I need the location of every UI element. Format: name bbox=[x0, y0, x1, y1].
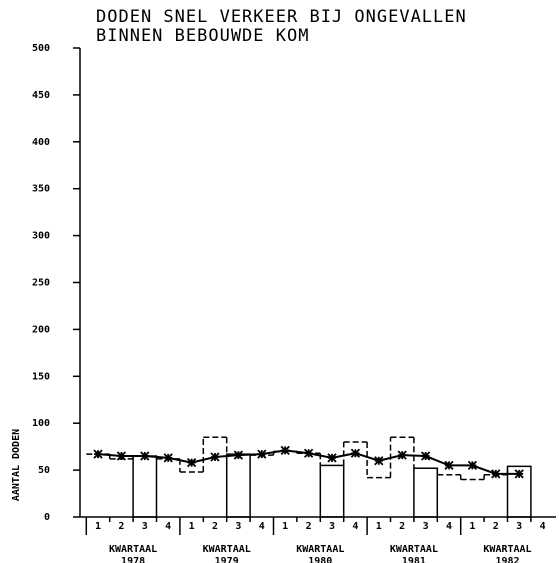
trend-marker bbox=[350, 448, 361, 458]
x-tick-label: 3 bbox=[516, 521, 522, 532]
group-year: 1982 bbox=[495, 556, 519, 563]
x-tick-label: 2 bbox=[399, 521, 405, 532]
trend-marker bbox=[467, 460, 478, 471]
quarter-bar bbox=[413, 467, 439, 518]
group-label: KWARTAAL bbox=[109, 544, 157, 555]
group-year: 1978 bbox=[121, 556, 145, 563]
x-tick-label: 3 bbox=[423, 521, 429, 532]
x-tick-label: 2 bbox=[306, 521, 312, 532]
trend-marker bbox=[280, 445, 290, 456]
group-year: 1981 bbox=[402, 556, 426, 563]
x-tick-label: 4 bbox=[352, 521, 358, 532]
y-tick-label: 150 bbox=[32, 371, 50, 382]
trend-marker bbox=[210, 452, 220, 462]
x-tick-label: 4 bbox=[540, 521, 546, 532]
y-tick-label: 0 bbox=[44, 512, 50, 523]
x-tick-label: 3 bbox=[329, 521, 335, 532]
x-tick-label: 1 bbox=[95, 521, 101, 532]
trend-marker bbox=[374, 456, 384, 466]
trend-marker bbox=[303, 448, 314, 458]
y-tick-label: 500 bbox=[32, 43, 50, 54]
trend-marker bbox=[420, 451, 431, 461]
x-tick-label: 2 bbox=[212, 521, 218, 532]
y-tick-label: 100 bbox=[32, 418, 50, 429]
chart-title: BINNEN BEBOUWDE KOM bbox=[96, 26, 309, 46]
trend-marker bbox=[327, 453, 337, 463]
quarter-bar bbox=[506, 465, 532, 518]
trend-marker bbox=[397, 450, 407, 460]
x-tick-label: 2 bbox=[118, 521, 124, 532]
group-label: KWARTAAL bbox=[390, 544, 438, 555]
y-tick-label: 50 bbox=[38, 465, 50, 476]
quarter-bar bbox=[319, 464, 345, 518]
trend-marker bbox=[140, 451, 150, 461]
trend-marker bbox=[233, 450, 244, 460]
trend-marker bbox=[514, 469, 524, 479]
group-label: KWARTAAL bbox=[203, 544, 251, 555]
trend-marker bbox=[444, 460, 454, 471]
trend-marker bbox=[163, 453, 173, 463]
y-tick-label: 450 bbox=[32, 90, 50, 101]
quarter-bar bbox=[132, 455, 158, 518]
trend-marker bbox=[491, 469, 501, 479]
y-axis-label: AANTAL DODEN bbox=[11, 429, 22, 501]
chart-title: DODEN SNEL VERKEER BIJ ONGEVALLEN bbox=[96, 7, 467, 27]
y-tick-label: 350 bbox=[32, 184, 50, 195]
trend-marker bbox=[257, 449, 267, 459]
x-tick-label: 1 bbox=[376, 521, 382, 532]
y-tick-label: 400 bbox=[32, 137, 50, 148]
y-tick-label: 300 bbox=[32, 231, 50, 242]
x-tick-label: 1 bbox=[189, 521, 195, 532]
trend-marker bbox=[93, 449, 103, 459]
x-tick-label: 1 bbox=[469, 521, 475, 532]
group-year: 1979 bbox=[215, 556, 239, 563]
x-tick-label: 4 bbox=[165, 521, 171, 532]
x-tick-label: 4 bbox=[446, 521, 452, 532]
quarter-bar bbox=[225, 453, 251, 518]
x-tick-label: 4 bbox=[259, 521, 265, 532]
y-tick-label: 250 bbox=[32, 278, 50, 289]
group-label: KWARTAAL bbox=[483, 544, 531, 555]
trend-marker bbox=[186, 457, 197, 468]
trend-marker bbox=[116, 451, 127, 461]
x-tick-label: 3 bbox=[235, 521, 241, 532]
x-tick-label: 1 bbox=[282, 521, 288, 532]
group-label: KWARTAAL bbox=[296, 544, 344, 555]
x-tick-label: 2 bbox=[493, 521, 499, 532]
group-year: 1980 bbox=[308, 556, 332, 563]
y-tick-label: 200 bbox=[32, 324, 50, 335]
x-tick-label: 3 bbox=[142, 521, 148, 532]
